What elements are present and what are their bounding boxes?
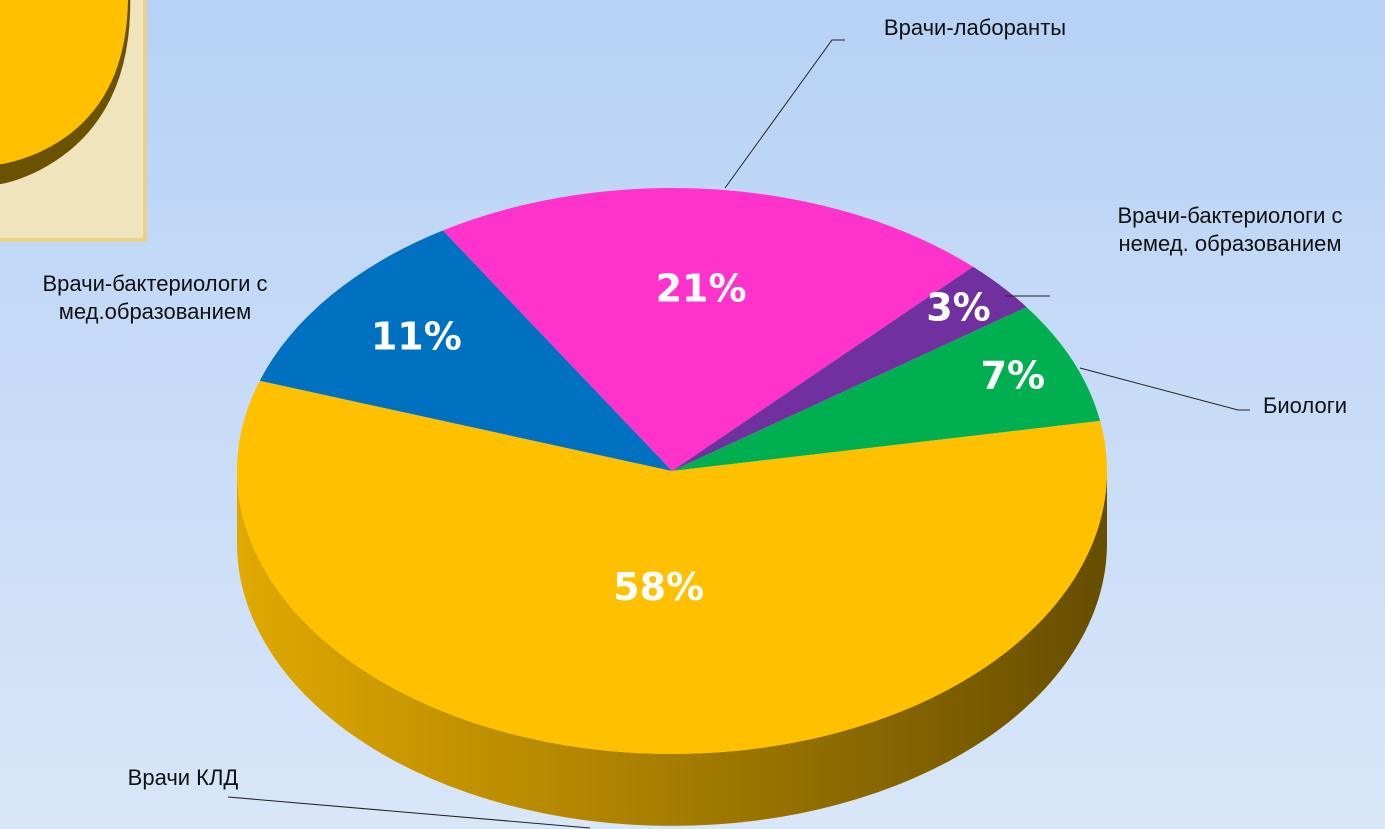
leader-line: [724, 39, 845, 189]
value-label: 58%: [613, 565, 704, 609]
category-label: Врачи КЛД: [127, 765, 239, 790]
slice: [672, 307, 1101, 471]
value-label: 11%: [371, 315, 462, 359]
slice: [442, 188, 974, 471]
slice-side-shade: [237, 471, 1107, 826]
slice: [237, 380, 1107, 754]
value-label: 21%: [656, 266, 747, 310]
category-label: Врачи-бактериологи с немед. образованием: [1117, 203, 1343, 256]
category-label: Биологи: [1262, 393, 1348, 418]
slice: [259, 230, 672, 471]
leader-line: [1079, 367, 1250, 411]
inset-thumbnail: [0, 0, 147, 242]
slice: [672, 266, 1027, 471]
value-label: 3%: [926, 286, 991, 330]
value-label: 7%: [981, 353, 1046, 397]
category-label: Врачи-лаборанты: [883, 15, 1067, 40]
leader-line: [227, 796, 591, 829]
category-label: Врачи-бактериологи с мед.образованием: [42, 271, 268, 324]
